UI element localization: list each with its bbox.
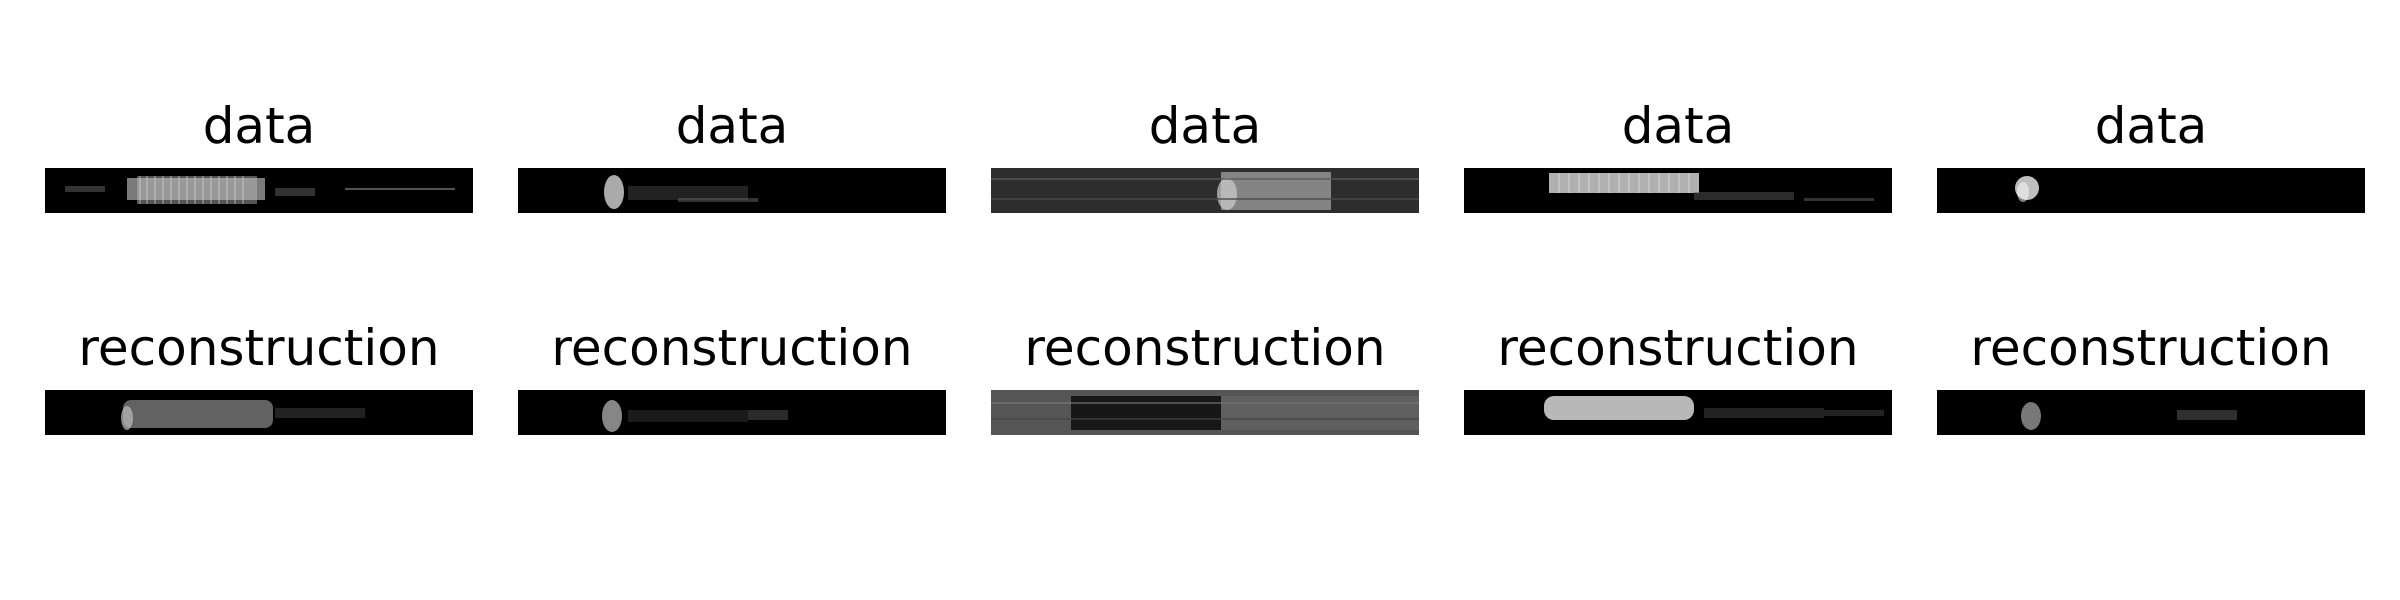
data-image-4 bbox=[1464, 168, 1892, 213]
data-image-1 bbox=[45, 168, 473, 213]
panel-title-reconstruction-4: reconstruction bbox=[1497, 319, 1859, 377]
data-image-2 bbox=[518, 168, 946, 213]
reconstruction-image-1 bbox=[45, 390, 473, 435]
panel-title-data-2: data bbox=[675, 97, 789, 155]
data-image-4-graphic bbox=[1464, 168, 1892, 213]
panel-title-data-1: data bbox=[202, 97, 316, 155]
data-image-3-graphic bbox=[991, 168, 1419, 213]
panel-title-data-3: data bbox=[1148, 97, 1262, 155]
reconstruction-image-3-graphic bbox=[991, 390, 1419, 435]
reconstruction-image-4 bbox=[1464, 390, 1892, 435]
reconstruction-image-2 bbox=[518, 390, 946, 435]
reconstruction-image-1-graphic bbox=[45, 390, 473, 435]
panel-title-data-5: data bbox=[2094, 97, 2208, 155]
panel-title-reconstruction-5: reconstruction bbox=[1970, 319, 2332, 377]
reconstruction-image-3 bbox=[991, 390, 1419, 435]
data-image-5 bbox=[1937, 168, 2365, 213]
reconstruction-image-4-graphic bbox=[1464, 390, 1892, 435]
panel-title-reconstruction-2: reconstruction bbox=[551, 319, 913, 377]
reconstruction-image-5 bbox=[1937, 390, 2365, 435]
data-image-3 bbox=[991, 168, 1419, 213]
reconstruction-image-2-graphic bbox=[518, 390, 946, 435]
data-image-1-graphic bbox=[45, 168, 473, 213]
data-image-5-graphic bbox=[1937, 168, 2365, 213]
panel-title-data-4: data bbox=[1621, 97, 1735, 155]
data-image-2-graphic bbox=[518, 168, 946, 213]
panel-title-reconstruction-3: reconstruction bbox=[1024, 319, 1386, 377]
reconstruction-image-5-graphic bbox=[1937, 390, 2365, 435]
panel-title-reconstruction-1: reconstruction bbox=[78, 319, 440, 377]
